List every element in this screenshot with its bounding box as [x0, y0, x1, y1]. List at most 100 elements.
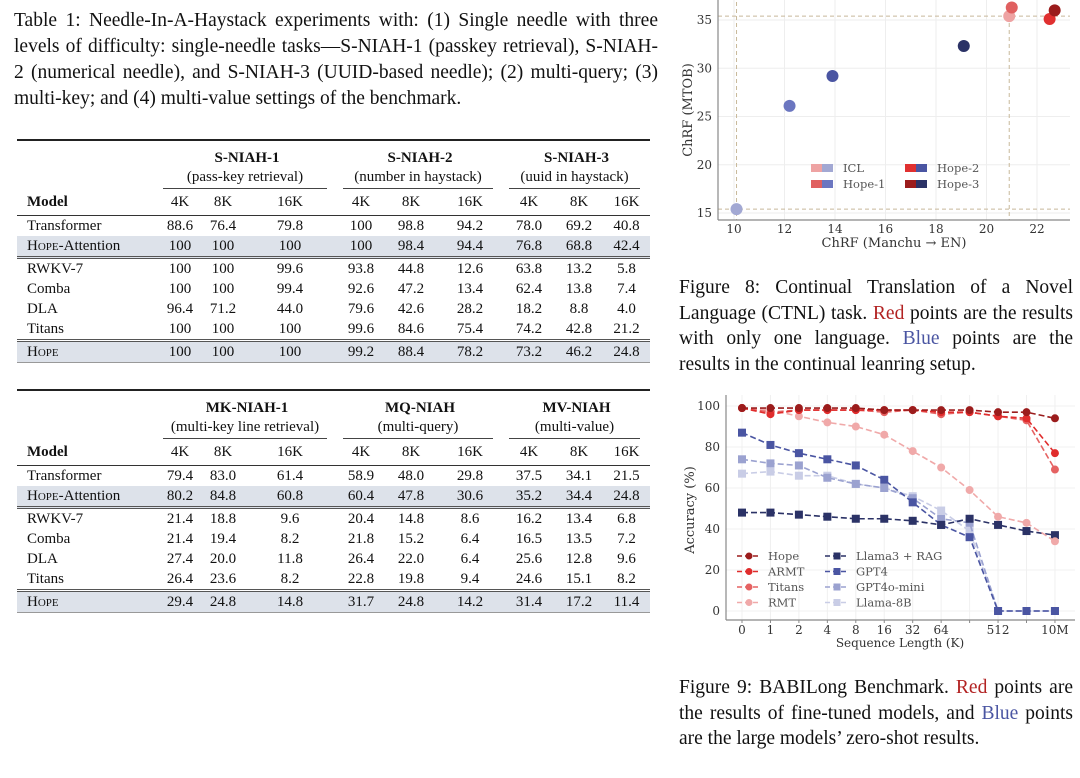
- caption-text: Figure 8: Continual Translation of a Nov…: [679, 277, 1073, 324]
- y-tick-label: 40: [705, 522, 720, 536]
- model-name: Hope-Attention: [17, 236, 157, 258]
- legend-label: Llama3 + RAG: [856, 549, 942, 563]
- model-name: RWKV-7: [17, 506, 157, 529]
- data-point: [965, 486, 974, 495]
- table-row: DLA 96.4 71.2 44.0 79.6 42.6 28.2 18.2 8.8 4.0: [17, 299, 650, 319]
- column-header-row: Model 4K 8K 16K 4K 8K 16K 4K 8K 16K: [17, 439, 650, 466]
- table-cell: 9.4: [460, 570, 480, 587]
- data-point: [823, 512, 832, 521]
- caption-highlight: Red: [955, 677, 988, 698]
- table-cell: 93.8: [337, 256, 385, 279]
- x-tick-label: 20: [979, 222, 994, 236]
- legend-label: Hope-3: [937, 177, 979, 191]
- table-cell: 6.4: [460, 530, 480, 547]
- table-cell: 42.4: [603, 236, 650, 258]
- series-line: [742, 407, 1056, 420]
- model-name: DLA: [27, 550, 58, 567]
- x-tick-label: 16: [878, 222, 893, 236]
- legend-label: Hope: [768, 549, 799, 563]
- table-cell: 35.2: [503, 486, 555, 508]
- model-name: Transformer: [27, 217, 102, 234]
- legend-marker: [745, 583, 753, 591]
- table-cell: 11.4: [603, 589, 650, 613]
- y-axis-label: Accuracy (%): [683, 466, 698, 555]
- x-tick-label: 512: [987, 623, 1010, 637]
- y-tick-label: 20: [705, 563, 720, 577]
- group-subtitle: (uuid in haystack): [503, 168, 650, 189]
- table-cell: 21.8: [347, 530, 375, 547]
- table1-caption: Table 1: Needle-In-A-Haystack experiment…: [14, 10, 658, 109]
- column-header: 4K: [337, 189, 385, 216]
- series-line: [741, 431, 1055, 612]
- data-point: [994, 520, 1003, 529]
- table-cell: 84.6: [397, 320, 425, 337]
- table-cell: 74.2: [515, 320, 543, 337]
- table-cell: 80.2: [157, 486, 203, 508]
- legend-label: RMT: [768, 596, 796, 610]
- data-point: [908, 406, 917, 415]
- table-row: Comba 21.4 19.4 8.2 21.8 15.2 6.4 16.5 13.5 7.2: [17, 529, 650, 549]
- y-axis-label: ChRF (MTOB): [681, 63, 696, 157]
- legend-label: ARMT: [767, 565, 805, 579]
- table-cell: 98.4: [385, 236, 437, 258]
- legend-label: Llama-8B: [856, 596, 912, 610]
- scatter-point: [1043, 13, 1056, 26]
- table-cell: 94.2: [456, 217, 484, 234]
- table-cell: 100: [243, 339, 337, 363]
- column-header: 4K: [157, 189, 203, 216]
- data-point: [965, 518, 974, 527]
- series-line: [742, 511, 1056, 536]
- table-cell: 30.6: [437, 486, 503, 508]
- group-title: S-NIAH-1: [157, 149, 337, 168]
- data-point: [823, 404, 832, 413]
- table-cell: 31.4: [503, 589, 555, 613]
- legend-label: GPT4: [856, 565, 888, 579]
- data-point: [1022, 414, 1031, 423]
- table-row: Titans 100 100 100 99.6 84.6 75.4 74.2 42.8 21.2: [17, 319, 650, 341]
- table-cell: 100: [168, 320, 192, 337]
- table-row: Comba 100 100 99.4 92.6 47.2 13.4 62.4 13.8 7.4: [17, 279, 650, 299]
- x-tick-label: 18: [928, 222, 943, 236]
- table-cell: 47.2: [397, 280, 425, 297]
- x-tick-label: 0: [738, 623, 746, 637]
- data-point: [1050, 414, 1059, 423]
- table-cell: 78.0: [515, 217, 543, 234]
- caption-highlight: Blue: [902, 328, 940, 349]
- data-point: [794, 461, 803, 470]
- group-subtitle-row: (multi-key line retrieval) (multi-query) (…: [17, 418, 650, 439]
- table-cell: 94.4: [437, 236, 503, 258]
- table-cell: 29.4: [157, 589, 203, 613]
- legend-swatch-red: [905, 180, 916, 188]
- table-cell: 6.8: [603, 506, 650, 529]
- table-cell: 79.4: [166, 467, 194, 484]
- group-subtitle-text: (multi-query): [343, 418, 493, 439]
- table-cell: 44.8: [385, 256, 437, 279]
- data-point: [1050, 531, 1059, 540]
- table-cell: 88.4: [385, 339, 437, 363]
- group-title: MQ-NIAH: [337, 399, 503, 418]
- caption-text: Figure 9: BABILong Benchmark.: [679, 677, 956, 698]
- table-cell: 84.8: [203, 486, 243, 508]
- legend-label: Titans: [768, 580, 804, 594]
- table-cell: 15.1: [565, 570, 593, 587]
- figure8-caption: Figure 8: Continual Translation of a Nov…: [679, 275, 1073, 377]
- group-title: MK-NIAH-1: [157, 399, 337, 418]
- data-point: [994, 607, 1003, 615]
- table-cell: 20.4: [337, 506, 385, 529]
- data-point: [1022, 518, 1031, 527]
- caption-text: points are the results with only one lan…: [679, 302, 1073, 350]
- group-subtitle-text: (pass-key retrieval): [163, 168, 327, 189]
- table-cell: 100: [157, 236, 203, 258]
- table-cell: 8.6: [437, 506, 503, 529]
- y-tick-label: 80: [705, 440, 720, 454]
- legend-marker: [833, 583, 841, 591]
- table-cell: 8.2: [617, 570, 636, 587]
- table-cell: 40.8: [613, 217, 640, 234]
- table-cell: 20.0: [209, 550, 237, 567]
- group-subtitle: (multi-value): [503, 418, 650, 439]
- data-point: [794, 412, 803, 421]
- y-tick-label: 100: [697, 399, 720, 413]
- table-row: Hope-Attention 80.2 84.8 60.8 60.4 47.8 30.6 35…: [17, 486, 650, 508]
- column-header: 16K: [603, 189, 650, 216]
- x-tick-label: 14: [827, 222, 843, 236]
